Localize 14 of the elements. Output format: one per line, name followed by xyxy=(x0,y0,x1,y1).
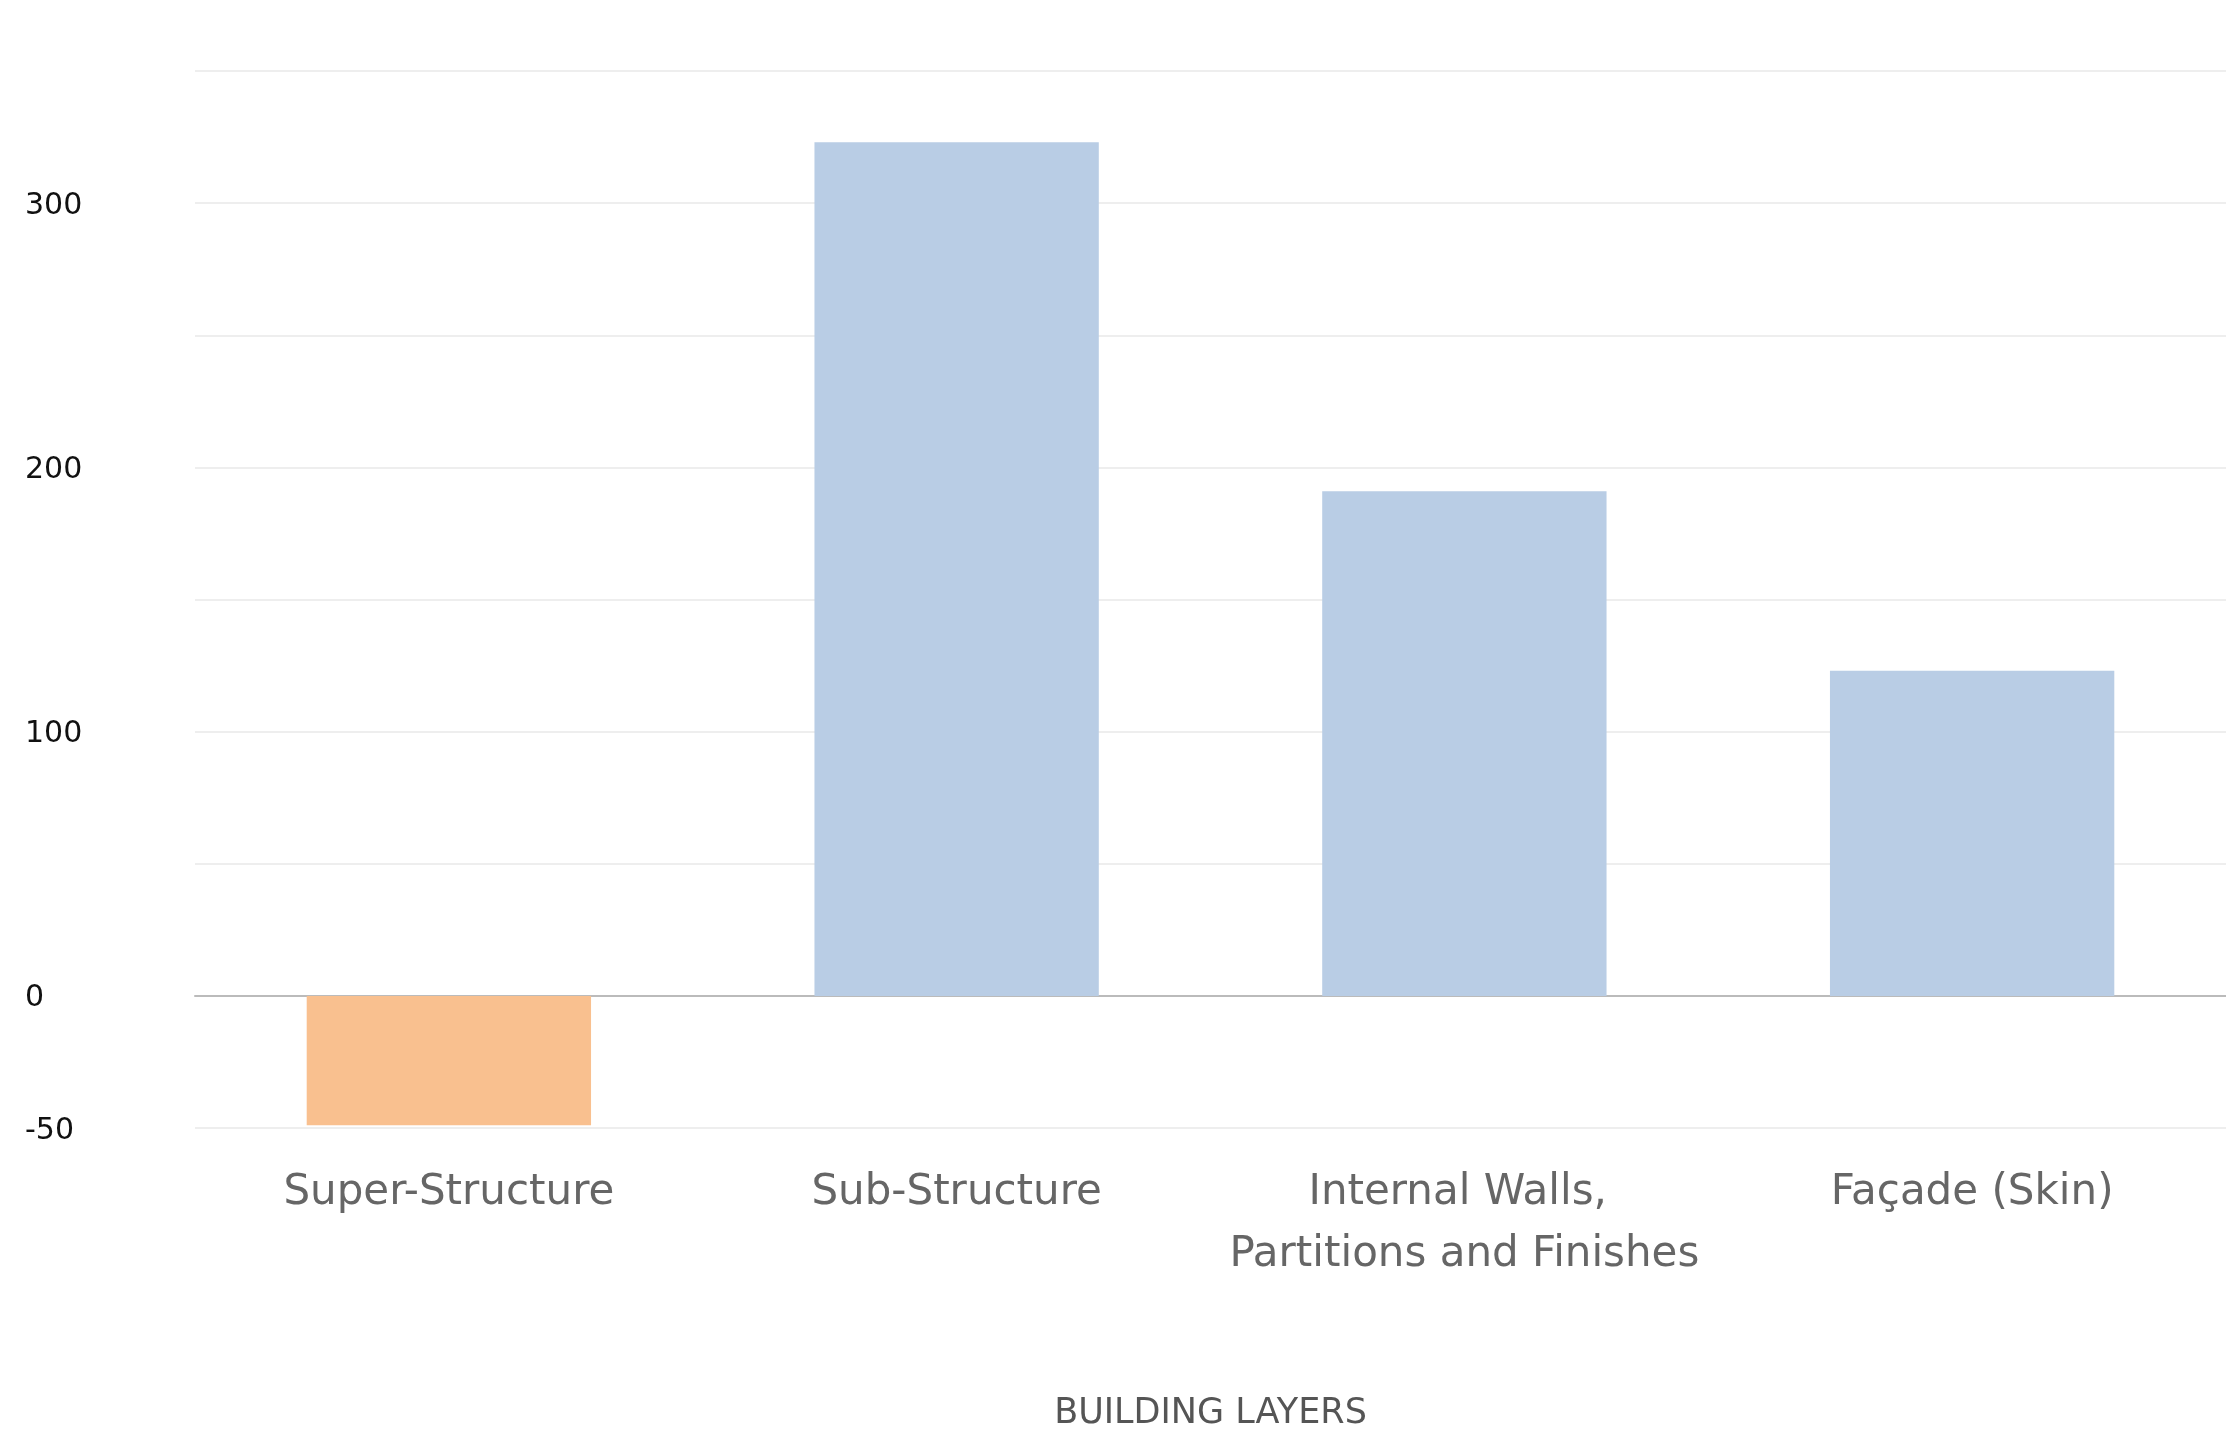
x-tick-label: Super-Structure xyxy=(283,1164,615,1214)
x-axis-title: BUILDING LAYERS xyxy=(1054,1390,1367,1431)
x-tick-label: Façade (Skin) xyxy=(1830,1164,2114,1214)
y-tick-label: 300 xyxy=(25,185,83,221)
y-tick-label: -50 xyxy=(25,1110,74,1146)
bar xyxy=(1829,670,2115,996)
x-tick-label: Internal Walls, Partitions and Finishes xyxy=(1229,1164,1700,1276)
y-tick-label: 0 xyxy=(25,978,45,1014)
y-tick-label: 200 xyxy=(25,449,83,485)
bar xyxy=(1322,491,1607,996)
y-tick-label: 100 xyxy=(25,714,83,750)
bar xyxy=(814,142,1099,996)
bar xyxy=(306,995,592,1126)
x-tick-label: Sub-Structure xyxy=(811,1164,1102,1214)
